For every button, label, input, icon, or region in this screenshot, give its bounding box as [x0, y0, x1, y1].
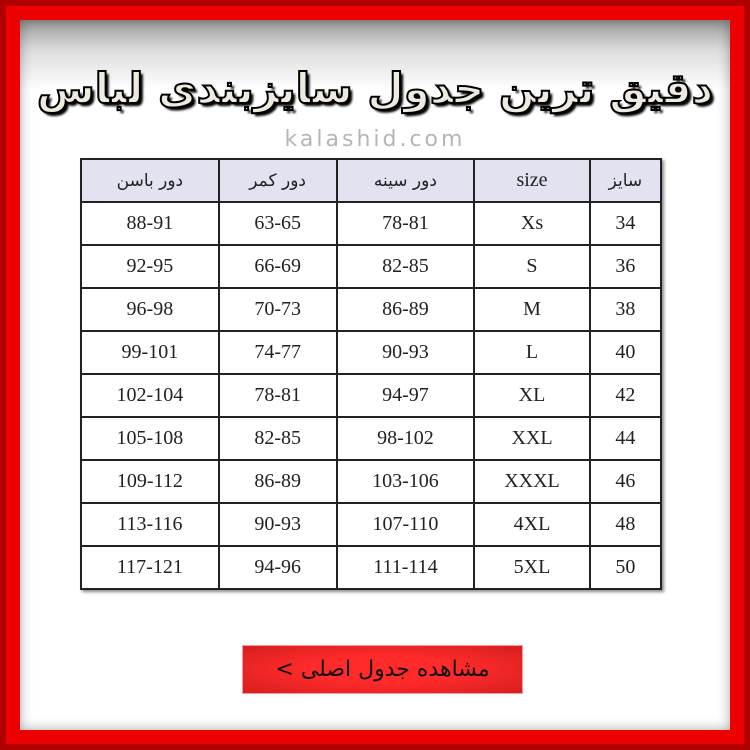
- column-header: دور سینه: [335, 158, 476, 203]
- table-row: 36 S 82-85 66-69 92-95: [80, 244, 663, 289]
- table-cell: 90-93: [217, 502, 338, 547]
- table-cell: 34: [588, 201, 663, 246]
- table-cell: 86-89: [217, 459, 338, 504]
- table-cell: 90-93: [335, 330, 476, 375]
- table-cell: M: [473, 287, 591, 332]
- table-cell: 42: [588, 373, 663, 418]
- table-cell: 99-101: [80, 330, 220, 375]
- table-cell: 94-96: [217, 545, 338, 590]
- table-row: 34 Xs 78-81 63-65 88-91: [80, 201, 663, 246]
- table-cell: 82-85: [335, 244, 476, 289]
- table-cell: 113-116: [80, 502, 220, 547]
- table-row: 42 XL 94-97 78-81 102-104: [80, 373, 663, 418]
- table-cell: 74-77: [217, 330, 338, 375]
- watermark: kalashid.com: [284, 127, 466, 152]
- table-cell: 63-65: [217, 201, 338, 246]
- table-cell: 92-95: [80, 244, 220, 289]
- table-cell: S: [473, 244, 591, 289]
- table-cell: 36: [588, 244, 663, 289]
- table-cell: XL: [473, 373, 591, 418]
- table-row: 38 M 86-89 70-73 96-98: [80, 287, 663, 332]
- table-cell: Xs: [473, 201, 591, 246]
- header-row: سایز size دور سینه دور کمر دور باسن: [80, 158, 663, 203]
- table-cell: XXL: [473, 416, 591, 461]
- table-cell: 117-121: [80, 545, 220, 590]
- table-cell: 109-112: [80, 459, 220, 504]
- table-cell: 48: [588, 502, 663, 547]
- table-cell: 98-102: [335, 416, 476, 461]
- table-row: 48 4XL 107-110 90-93 113-116: [80, 502, 663, 547]
- table-cell: 40: [588, 330, 663, 375]
- table-cell: 88-91: [80, 201, 220, 246]
- table-cell: 94-97: [335, 373, 476, 418]
- table-cell: 78-81: [335, 201, 476, 246]
- size-table: سایز size دور سینه دور کمر دور باسن 34 Xs 78-8…: [80, 158, 663, 590]
- table-cell: 70-73: [217, 287, 338, 332]
- table-row: 44 XXL 98-102 82-85 105-108: [80, 416, 663, 461]
- table-cell: 66-69: [217, 244, 338, 289]
- table-cell: 50: [588, 545, 663, 590]
- table-cell: 107-110: [335, 502, 476, 547]
- table-row: 50 5XL 111-114 94-96 117-121: [80, 545, 663, 590]
- table-cell: XXXL: [473, 459, 591, 504]
- column-header: size: [473, 158, 591, 203]
- table-cell: 46: [588, 459, 663, 504]
- table-cell: 103-106: [335, 459, 476, 504]
- column-header: دور باسن: [80, 158, 220, 203]
- table-cell: 86-89: [335, 287, 476, 332]
- table-row: 46 XXXL 103-106 86-89 109-112: [80, 459, 663, 504]
- table-cell: 82-85: [217, 416, 338, 461]
- table-cell: 102-104: [80, 373, 220, 418]
- table-cell: 96-98: [80, 287, 220, 332]
- page-title: دقیق ترین جدول سایزبندی لباس: [36, 63, 714, 114]
- table-cell: L: [473, 330, 591, 375]
- table-cell: 105-108: [80, 416, 220, 461]
- table-cell: 5XL: [473, 545, 591, 590]
- view-original-table-button[interactable]: مشاهده جدول اصلی >: [242, 645, 523, 694]
- table-cell: 111-114: [335, 545, 476, 590]
- column-header: دور کمر: [217, 158, 338, 203]
- table-cell: 78-81: [217, 373, 338, 418]
- table-cell: 44: [588, 416, 663, 461]
- column-header: سایز: [588, 158, 663, 203]
- table-cell: 4XL: [473, 502, 591, 547]
- table-row: 40 L 90-93 74-77 99-101: [80, 330, 663, 375]
- table-cell: 38: [588, 287, 663, 332]
